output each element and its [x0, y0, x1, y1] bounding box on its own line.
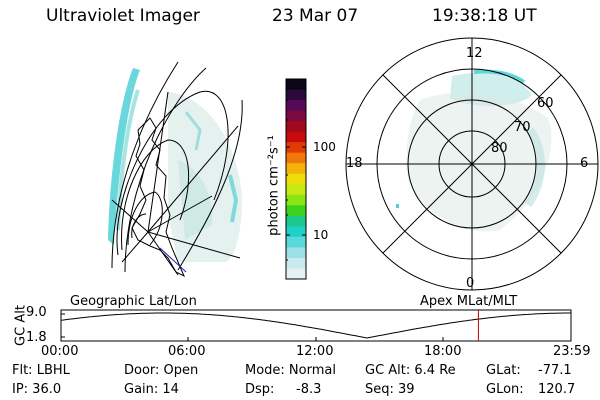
colorbar-segment — [286, 215, 306, 227]
color-bar — [285, 78, 307, 280]
colorbar-segment — [286, 184, 306, 196]
status-dsp-label: Dsp: — [245, 382, 275, 397]
colorbar-tick-100: 100 — [313, 140, 336, 154]
instrument-title: Ultraviolet Imager — [46, 6, 200, 26]
status-glon-value: 120.7 — [538, 382, 576, 397]
colorbar-segment — [286, 257, 306, 270]
mlat-label-80: 80 — [491, 141, 508, 156]
colorbar-segment — [286, 247, 306, 259]
colorbar-segment — [286, 173, 306, 185]
status-gain: Gain: 14 — [124, 382, 179, 397]
orbit-x-tick-1200: 12:00 — [296, 344, 334, 359]
orbit-right-title: Apex MLat/MLT — [420, 294, 518, 309]
time-label: 19:38:18 UT — [432, 6, 537, 26]
date-label: 23 Mar 07 — [272, 6, 359, 26]
orbit-x-tick-2359: 23:59 — [553, 344, 591, 359]
colorbar-segment — [286, 110, 306, 122]
colorbar-segment — [286, 89, 306, 101]
mlt-label-18: 18 — [346, 156, 363, 171]
colorbar-segment — [286, 152, 306, 164]
status-glat-value: -77.1 — [538, 363, 572, 378]
mlt-label-0: 0 — [466, 276, 475, 291]
status-mode: Mode: Normal — [245, 363, 336, 378]
orbit-x-tick-0000: 00:00 — [41, 344, 79, 359]
polar-plot — [345, 37, 599, 291]
colorbar-segment — [286, 79, 306, 91]
colorbar-segment — [286, 268, 306, 280]
orbit-x-tick-1800: 18:00 — [424, 344, 462, 359]
status-flt: Flt: LBHL — [12, 363, 70, 378]
colorbar-segment — [286, 142, 306, 154]
status-glat-label: GLat: — [486, 363, 521, 378]
status-dsp-value: -8.3 — [296, 382, 322, 397]
status-glon-label: GLon: — [486, 382, 524, 397]
colorbar-segment — [286, 163, 306, 175]
orbit-y-tick-9: 9.0 — [26, 305, 47, 320]
colorbar-segment — [286, 194, 306, 206]
orbit-left-title: Geographic Lat/Lon — [70, 294, 197, 309]
colorbar-segment — [286, 226, 306, 238]
mlat-label-70: 70 — [514, 120, 531, 135]
geographic-image — [108, 61, 243, 278]
mlt-label-6: 6 — [580, 156, 589, 171]
orbit-plot — [60, 309, 572, 342]
colorbar-segment — [286, 205, 306, 217]
status-gcalt: GC Alt: 6.4 Re — [365, 363, 456, 378]
colorbar-tick-10: 10 — [313, 228, 329, 242]
colorbar-segment — [286, 121, 306, 133]
colorbar-segment — [286, 131, 306, 143]
orbit-y-tick-1-8: 1.8 — [26, 330, 47, 345]
mlt-label-12: 12 — [466, 46, 483, 61]
status-door: Door: Open — [124, 363, 199, 378]
orbit-x-tick-0600: 06:00 — [168, 344, 206, 359]
colorbar-unit-label: photon cm⁻²s⁻¹ — [266, 135, 282, 236]
colorbar-segment — [286, 236, 306, 249]
status-seq: Seq: 39 — [365, 382, 415, 397]
mlat-label-60: 60 — [537, 96, 554, 111]
status-ip: IP: 36.0 — [12, 382, 62, 397]
colorbar-segment — [286, 100, 306, 112]
